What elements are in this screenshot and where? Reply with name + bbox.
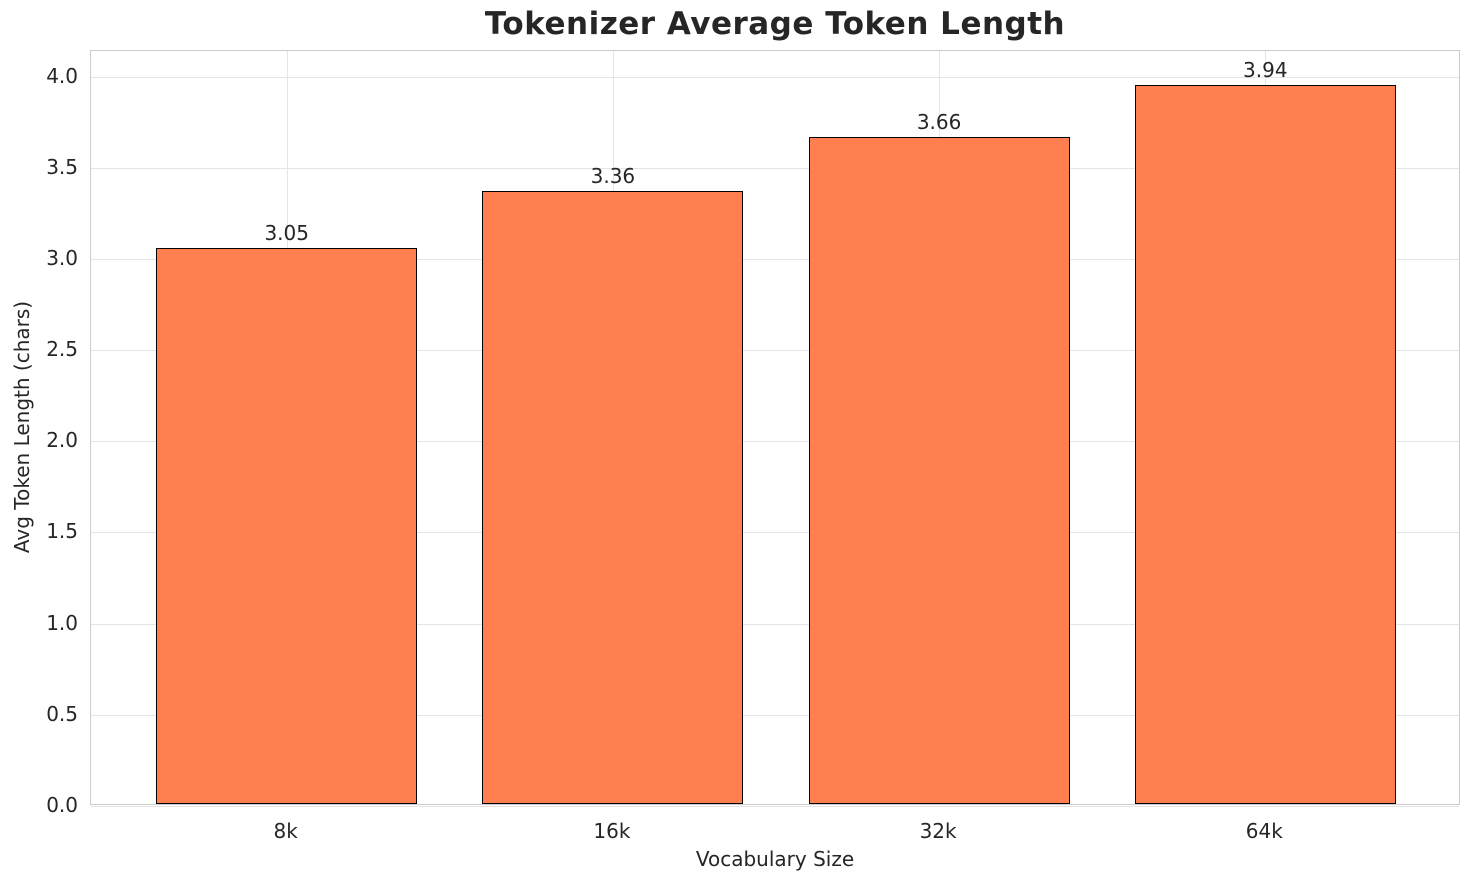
y-tick-label: 0.0 xyxy=(46,793,78,817)
gridline-horizontal xyxy=(91,441,1459,443)
chart-title: Tokenizer Average Token Length xyxy=(484,6,1066,42)
y-tick-label: 0.5 xyxy=(46,701,78,726)
bar-8k xyxy=(156,247,418,804)
bar-value-label: 3.66 xyxy=(916,109,962,134)
y-tick-label: 2.5 xyxy=(46,337,78,362)
y-tick-label: 4.0 xyxy=(46,63,78,88)
bar-32k xyxy=(808,136,1070,804)
bar-64k xyxy=(1134,85,1396,804)
x-tick-label: 8k xyxy=(273,819,298,843)
gridline-horizontal xyxy=(91,714,1459,716)
plot-area: 3.05 3.36 3.66 3.94 xyxy=(90,50,1460,807)
gridline-horizontal xyxy=(91,76,1459,78)
bar-value-label: 3.05 xyxy=(264,220,309,245)
x-axis-label: Vocabulary Size xyxy=(695,847,855,871)
x-tick-label: 16k xyxy=(593,819,631,843)
gridline-horizontal xyxy=(91,350,1459,352)
gridline-horizontal xyxy=(91,167,1459,169)
bar-value-label: 3.36 xyxy=(590,164,636,189)
gridline-horizontal xyxy=(91,532,1459,534)
gridline-horizontal xyxy=(91,806,1459,807)
bar-16k xyxy=(482,191,744,804)
gridline-horizontal xyxy=(91,623,1459,625)
y-tick-label: 1.5 xyxy=(46,519,78,544)
y-tick-label: 3.0 xyxy=(46,245,78,270)
bar-value-label: 3.94 xyxy=(1243,58,1288,83)
gridline-horizontal xyxy=(91,258,1459,260)
y-tick-label: 2.0 xyxy=(46,428,78,453)
x-tick-label: 64k xyxy=(1245,819,1283,843)
x-tick-label: 32k xyxy=(919,819,957,843)
y-tick-label: 3.5 xyxy=(46,154,78,179)
y-tick-label: 1.0 xyxy=(46,610,78,635)
